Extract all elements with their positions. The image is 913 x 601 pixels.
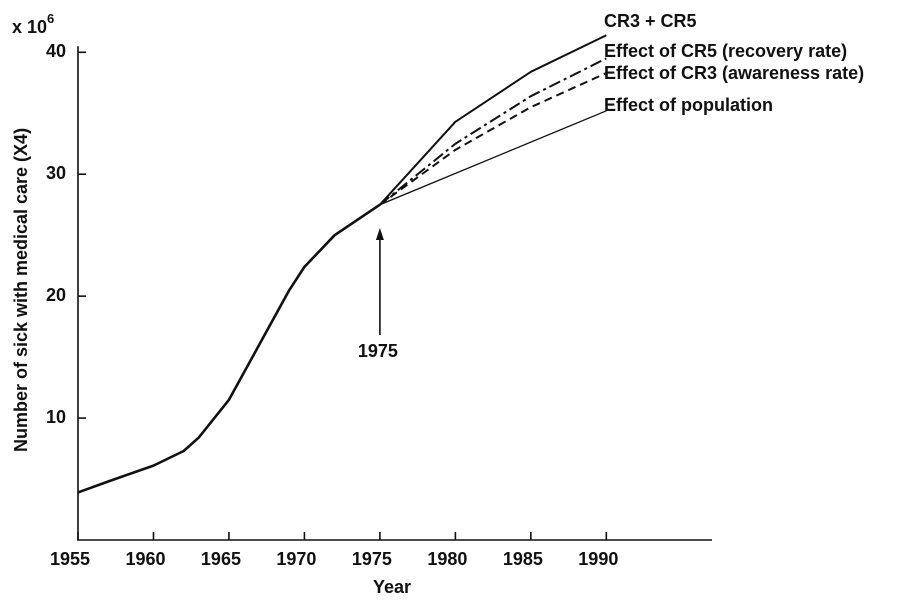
series-line xyxy=(379,34,607,206)
y-tick-label: 10 xyxy=(46,407,66,427)
series-line xyxy=(379,57,607,206)
y-axis-label: Number of sick with medical care (X4) xyxy=(11,128,31,452)
series-label: Effect of CR5 (recovery rate) xyxy=(604,41,847,61)
y-tick-label: 40 xyxy=(46,41,66,61)
x-axis-label: Year xyxy=(373,577,411,597)
series-line xyxy=(77,203,381,494)
series-label: Effect of CR3 (awareness rate) xyxy=(604,63,864,83)
arrow-head xyxy=(375,228,384,240)
series-label: CR3 + CR5 xyxy=(604,11,697,31)
y-unit: x 106 xyxy=(12,11,54,36)
x-tick-label: 1990 xyxy=(578,549,618,569)
series-label: Effect of population xyxy=(604,95,773,115)
series-line xyxy=(379,110,607,206)
y-tick-label: 20 xyxy=(46,285,66,305)
x-tick-label: 1960 xyxy=(125,549,165,569)
y-tick-label: 30 xyxy=(46,163,66,183)
annotation-label: 1975 xyxy=(358,341,398,361)
series-line xyxy=(379,72,607,206)
x-tick-label: 1970 xyxy=(276,549,316,569)
x-tick-label: 1955 xyxy=(50,549,90,569)
axes xyxy=(77,46,712,541)
x-tick-label: 1965 xyxy=(201,549,241,569)
x-tick-label: 1975 xyxy=(352,549,392,569)
x-tick-label: 1980 xyxy=(427,549,467,569)
x-tick-label: 1985 xyxy=(503,549,543,569)
